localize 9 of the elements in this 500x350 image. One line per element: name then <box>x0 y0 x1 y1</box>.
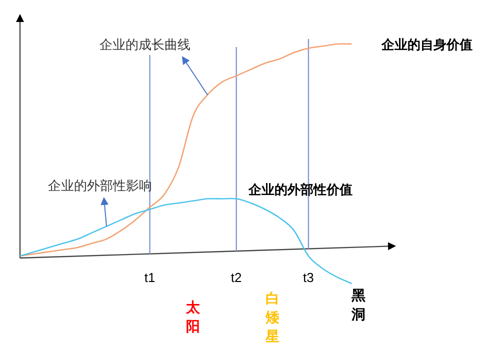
text: 白矮星 <box>264 290 280 344</box>
annotation: 企业的成长曲线 <box>100 37 190 52</box>
x-tick-label: t3 <box>303 270 314 285</box>
x-tick-label: t1 <box>144 270 156 285</box>
series-label: 企业的外部性价值 <box>247 182 352 197</box>
text: 企业的自身价值 <box>380 37 473 52</box>
text: 太阳 <box>185 299 202 334</box>
x-tick-label: t2 <box>230 270 242 285</box>
text: 黑洞 <box>350 287 366 322</box>
